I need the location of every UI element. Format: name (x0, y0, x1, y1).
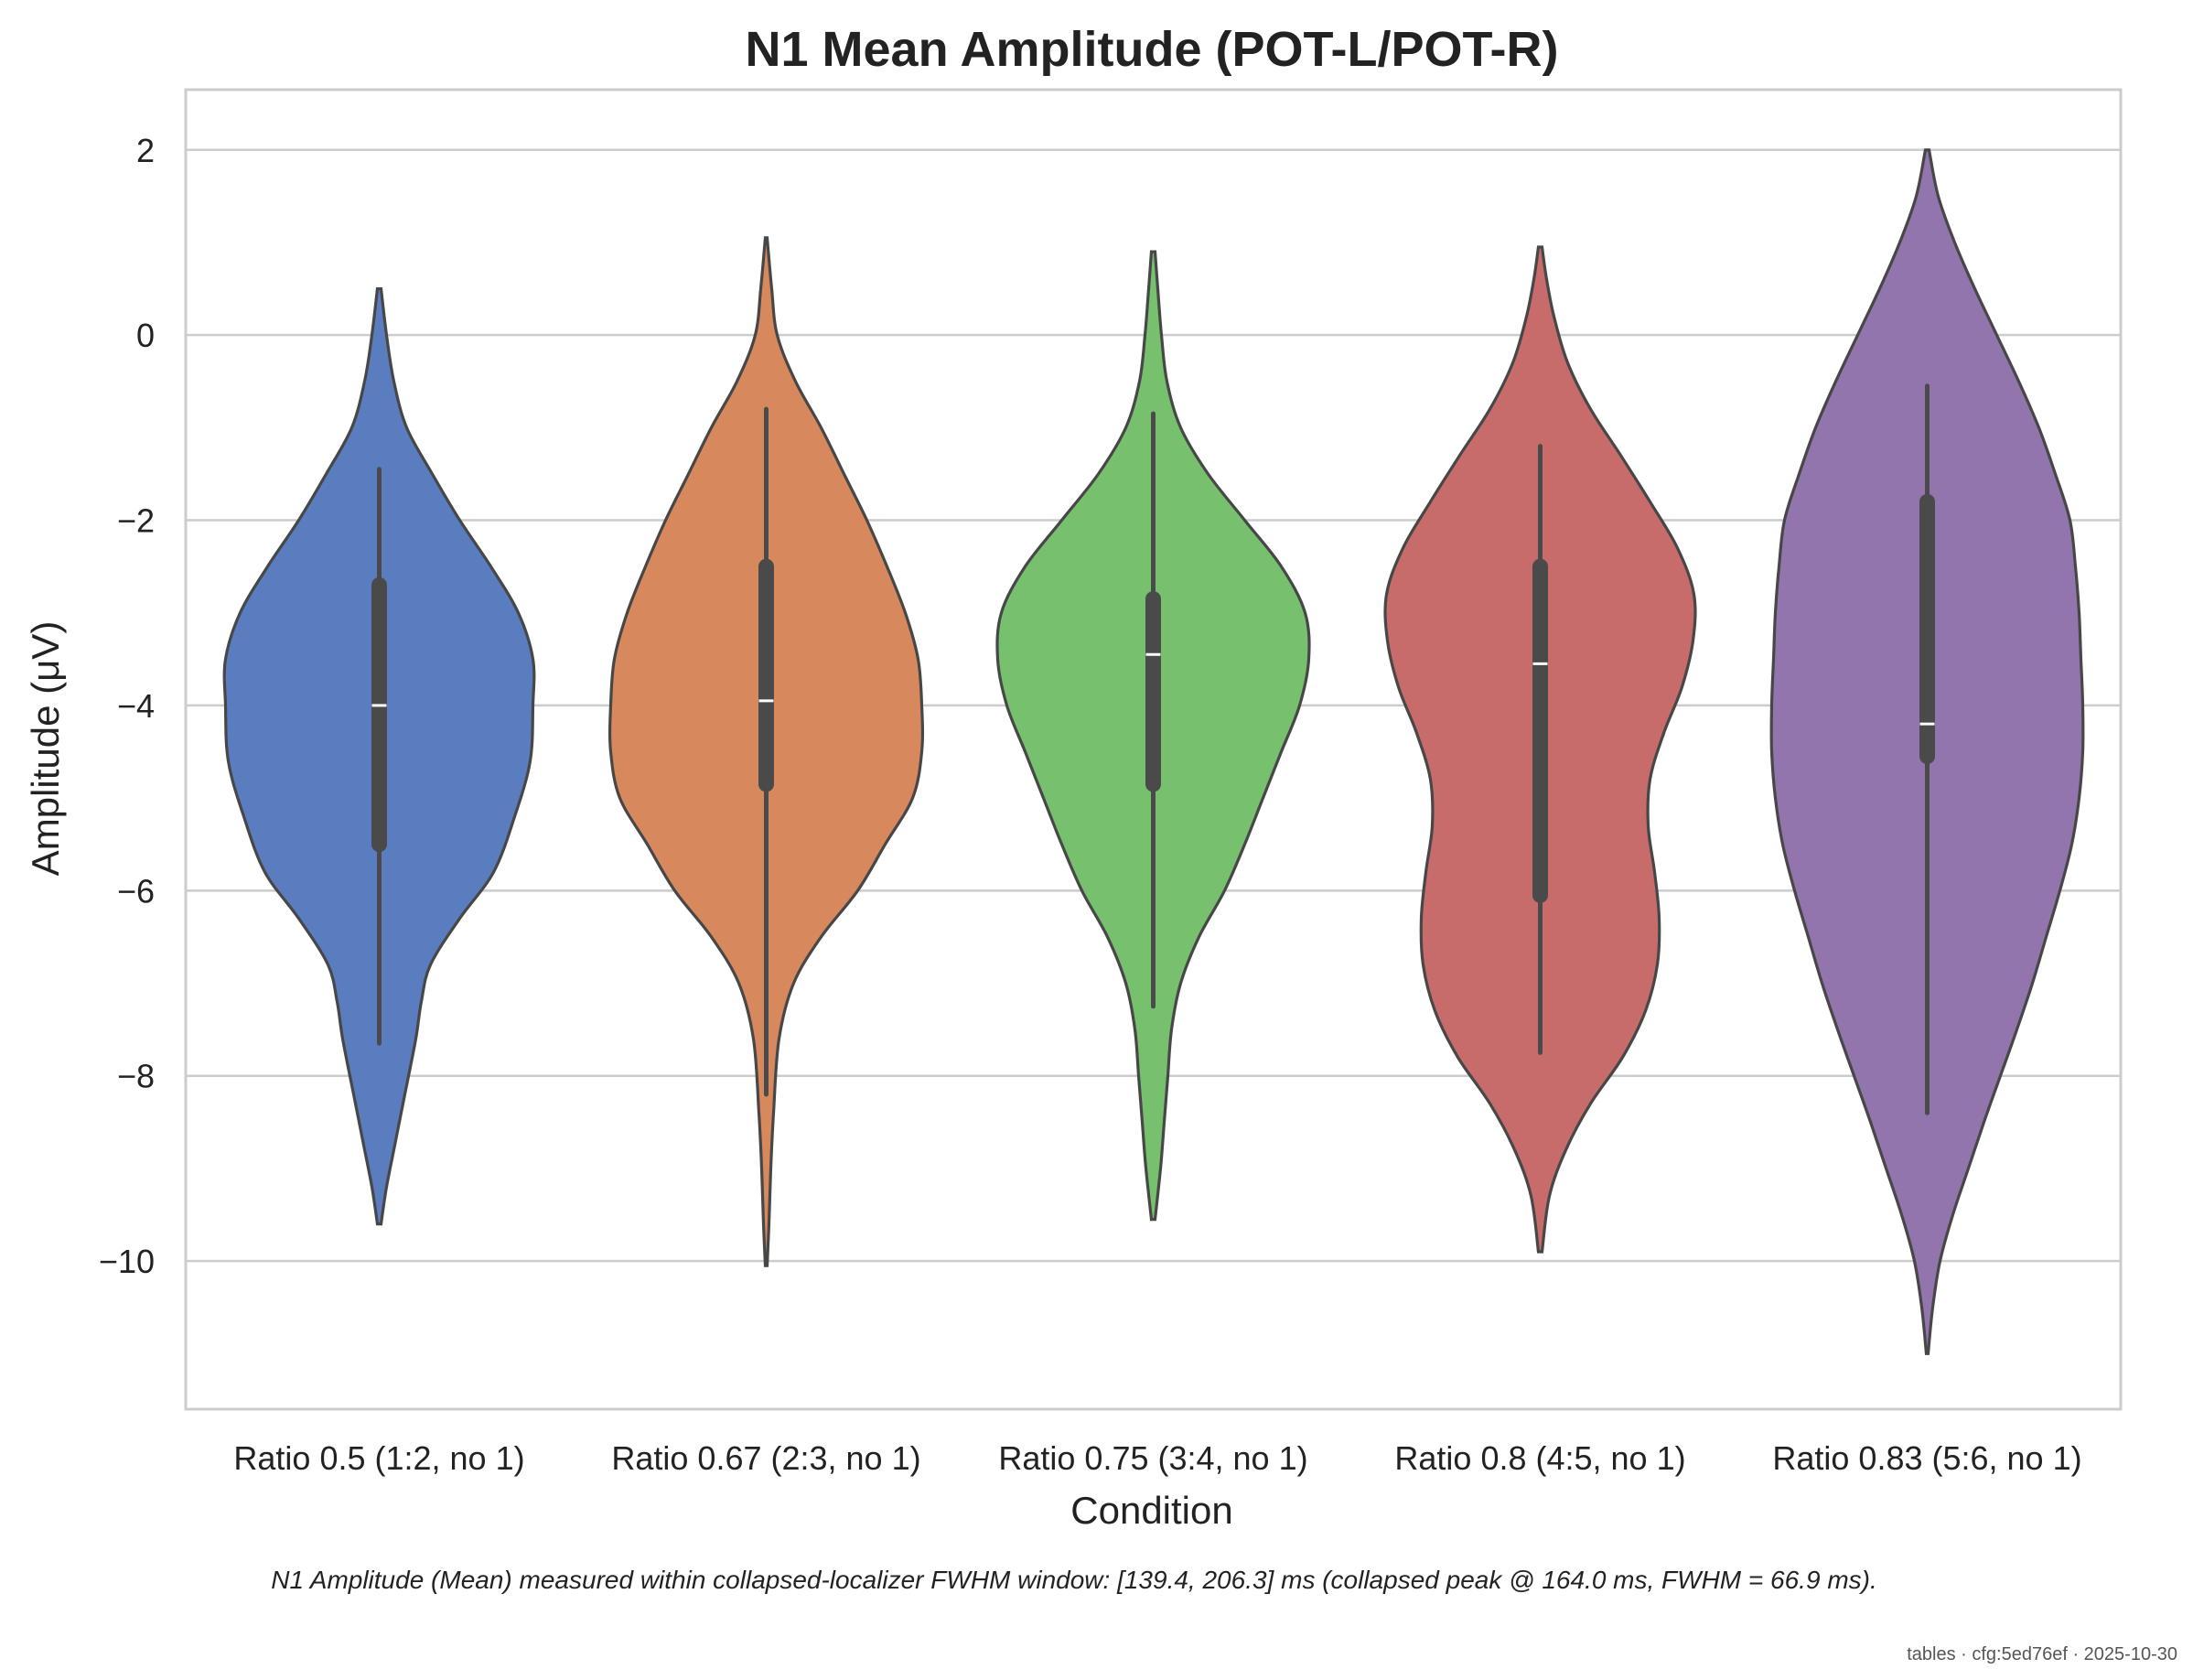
x-tick-label: Ratio 0.8 (4:5, no 1) (1394, 1439, 1685, 1477)
x-axis-label: Condition (1070, 1489, 1232, 1532)
footer-stamp: tables · cfg:5ed76ef · 2025-10-30 (1907, 1644, 2177, 1664)
violins (222, 148, 2085, 1355)
x-tick-labels: Ratio 0.5 (1:2, no 1) Ratio 0.67 (2:3, no… (233, 1439, 2081, 1477)
plot-frame (184, 88, 2123, 1411)
y-tick-label: −4 (117, 687, 155, 725)
y-tick-label: −10 (99, 1243, 155, 1280)
y-tick-label: −6 (117, 872, 155, 910)
x-tick-label: Ratio 0.67 (2:3, no 1) (611, 1439, 920, 1477)
y-tick-label: −2 (117, 502, 155, 540)
y-tick-label: −8 (117, 1058, 155, 1095)
y-tick-labels: 2 0 −2 −4 −6 −8 −10 (99, 132, 155, 1280)
x-tick-label: Ratio 0.83 (5:6, no 1) (1772, 1439, 2081, 1477)
chart-title: N1 Mean Amplitude (POT-L/POT-R) (745, 22, 1558, 77)
y-axis-label: Amplitude (μV) (24, 621, 67, 877)
x-tick-label: Ratio 0.75 (3:4, no 1) (998, 1439, 1307, 1477)
y-tick-label: 2 (136, 132, 155, 169)
y-tick-label: 0 (136, 317, 155, 354)
x-tick-label: Ratio 0.5 (1:2, no 1) (233, 1439, 524, 1477)
chart-caption: N1 Amplitude (Mean) measured within coll… (271, 1566, 1877, 1594)
